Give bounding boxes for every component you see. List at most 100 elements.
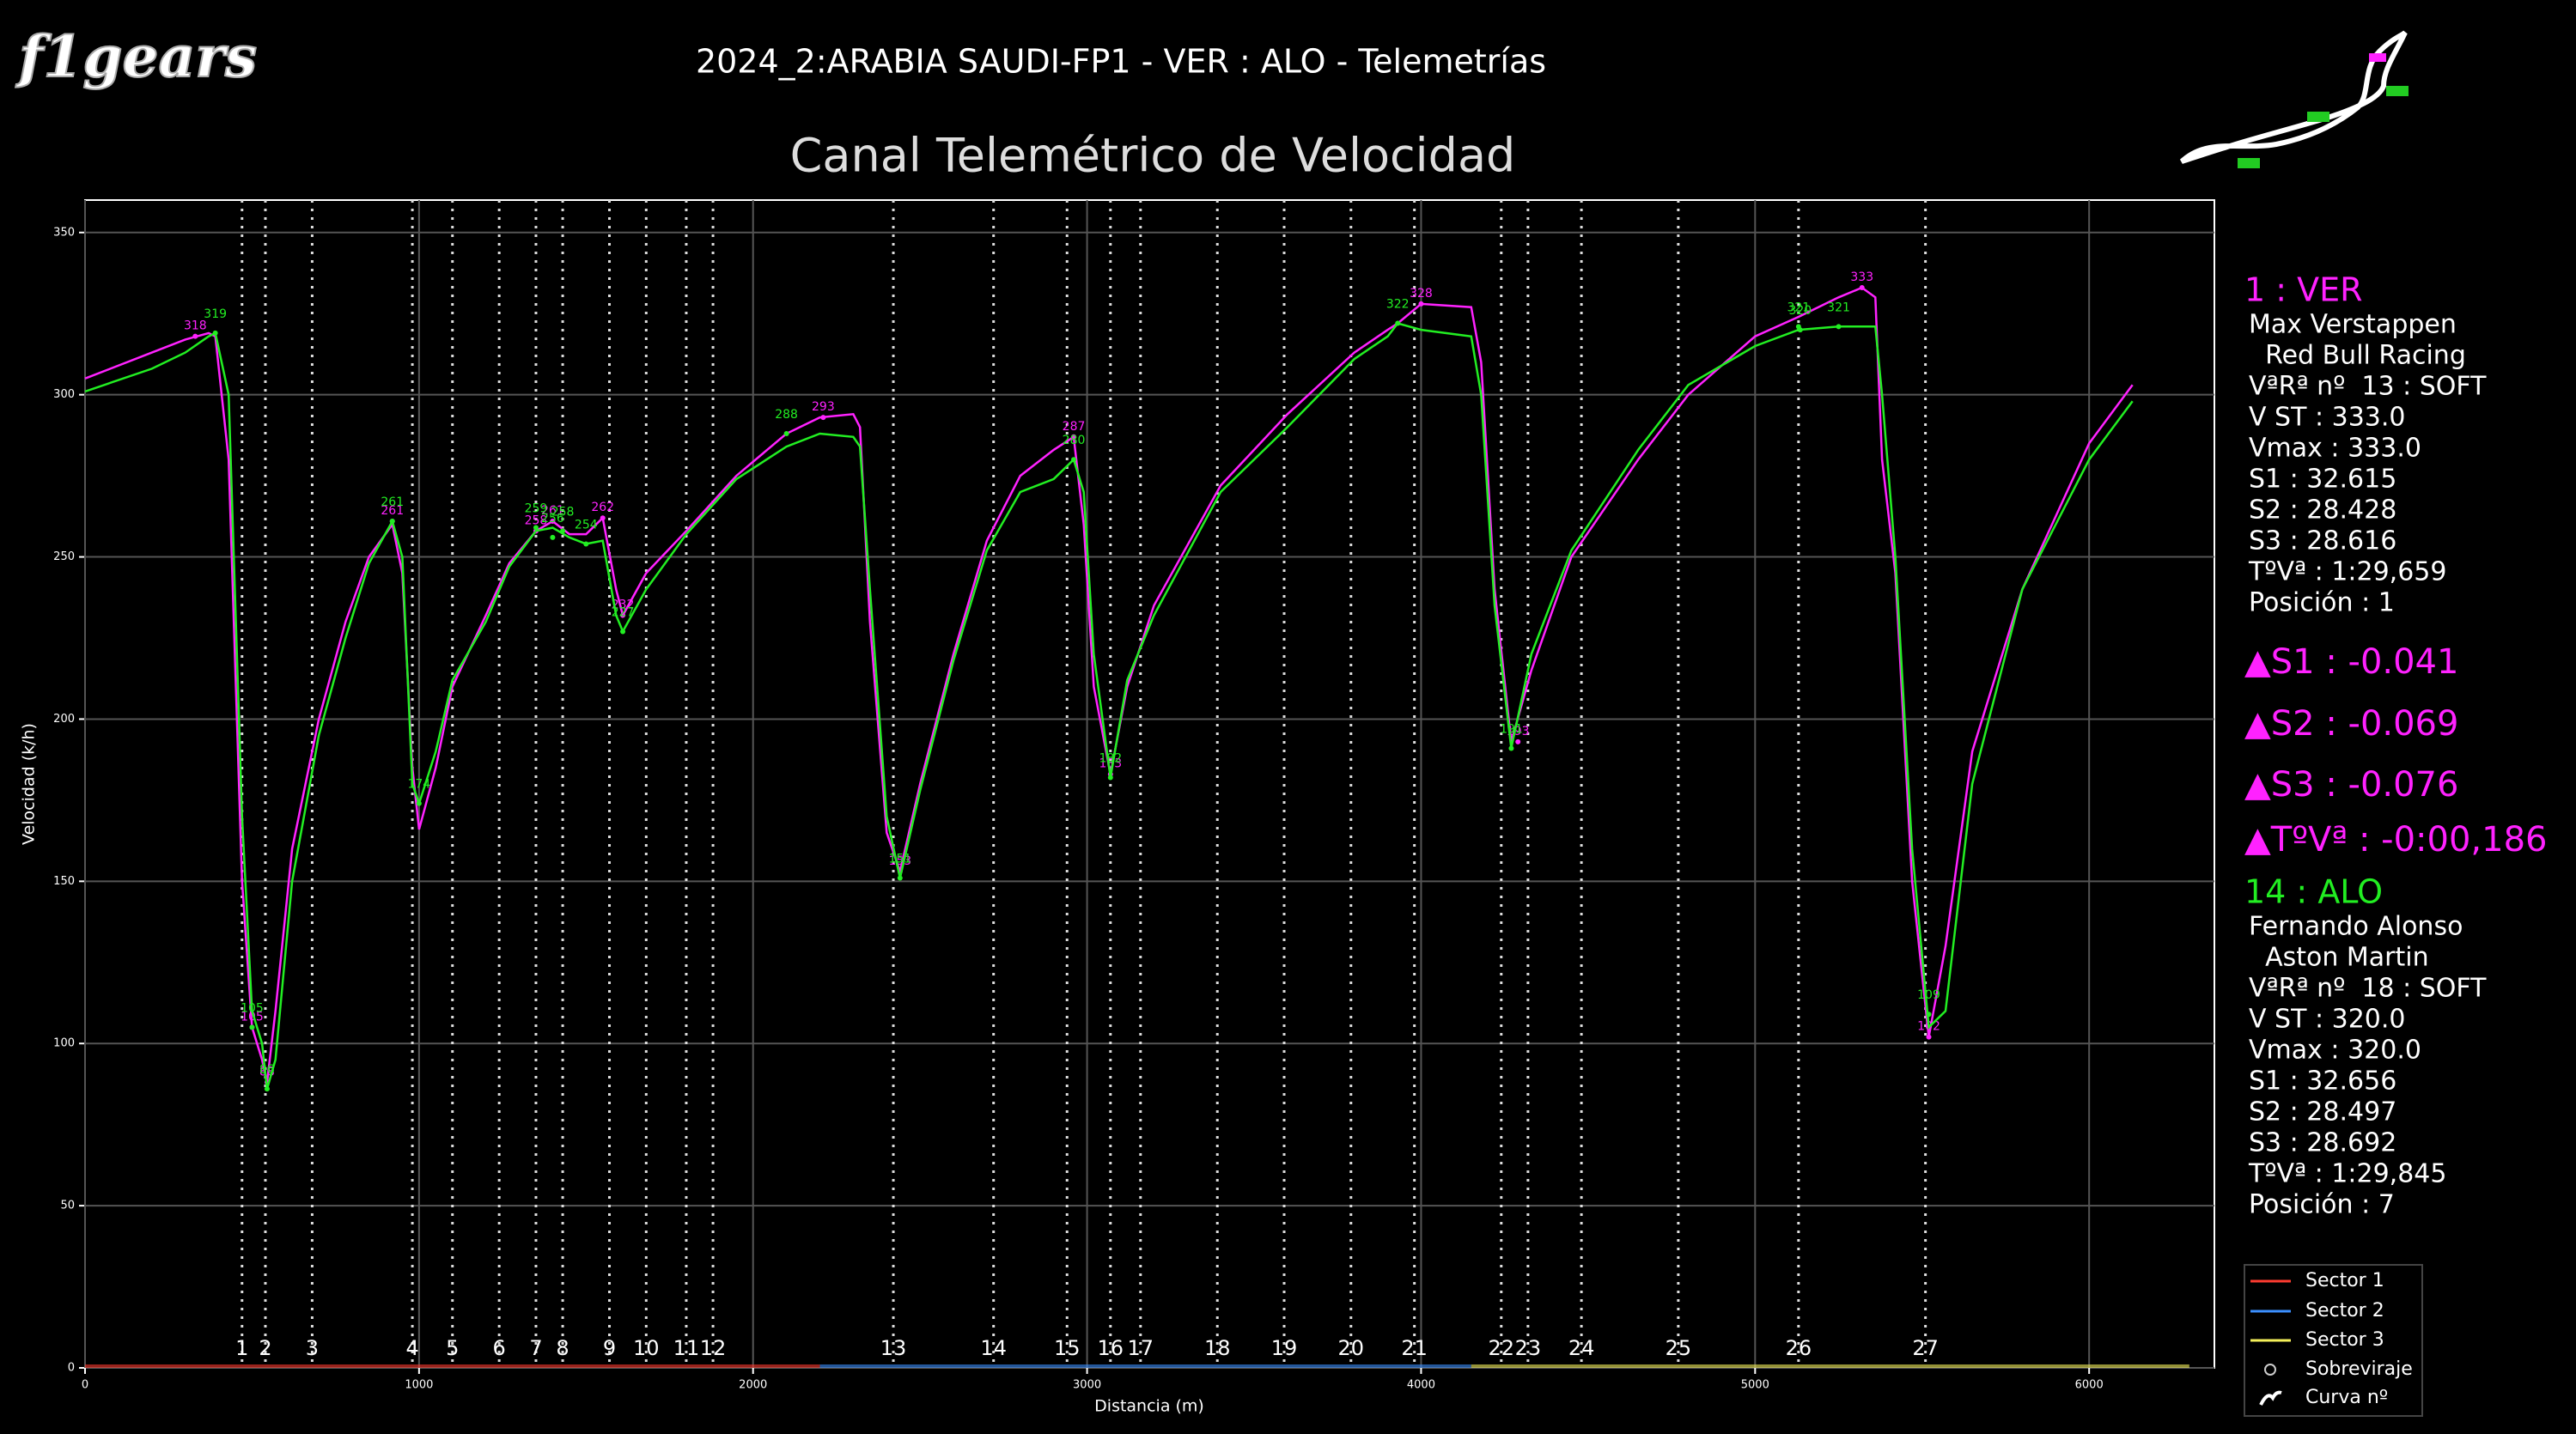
curve-label: 2 (259, 1336, 271, 1360)
annotation-dot (820, 415, 826, 421)
annotation-label: 182 (1099, 751, 1122, 765)
annotation-dot (1797, 327, 1803, 333)
curve-label: 8 (556, 1336, 569, 1360)
legend-label: Sobreviraje (2305, 1358, 2413, 1380)
delta-value: ▲S2 : -0.069 (2244, 704, 2458, 744)
y-tick-label: 300 (53, 388, 75, 401)
driver-info: S1 : 32.615 (2249, 465, 2396, 495)
legend-label: Curva nº (2305, 1387, 2388, 1408)
driver-info: S2 : 28.428 (2249, 495, 2396, 526)
annotation-label: 288 (775, 408, 798, 422)
driver-header: 14 : ALO (2244, 873, 2383, 911)
track-marker (2238, 158, 2260, 168)
annotation-label: 259 (525, 502, 548, 516)
logo: f1gears (15, 23, 257, 90)
x-tick-label: 2000 (739, 1379, 767, 1392)
driver-info: V ST : 320.0 (2249, 1005, 2406, 1035)
annotation-label: 280 (1063, 434, 1086, 447)
driver-header: 1 : VER (2244, 271, 2363, 309)
curve-label: 4 (405, 1336, 418, 1360)
delta-value: ▲S3 : -0.076 (2244, 765, 2458, 805)
curve-label: 18 (1204, 1336, 1231, 1360)
x-tick-label: 3000 (1073, 1379, 1101, 1392)
curve-label: 15 (1054, 1336, 1081, 1360)
curve-label: 10 (633, 1336, 660, 1360)
driver-info: S2 : 28.497 (2249, 1097, 2396, 1127)
driver-info: S1 : 32.656 (2249, 1066, 2396, 1097)
annotation-label: 320 (1788, 304, 1812, 318)
annotation-dot (1071, 434, 1077, 440)
annotation-label: 261 (541, 504, 564, 518)
track-marker (2386, 86, 2409, 96)
annotation-label: 262 (591, 501, 614, 514)
annotation-dot (1071, 457, 1077, 463)
curve-label: 1 (235, 1336, 248, 1360)
annotation-dot (1859, 285, 1865, 290)
driver-info: S3 : 28.616 (2249, 526, 2396, 556)
annotation-label: 86 (259, 1063, 275, 1077)
annotation-label: 319 (204, 307, 227, 321)
annotation-dot (249, 1024, 255, 1030)
annotation-dot (550, 534, 556, 540)
track-marker (2369, 53, 2386, 62)
y-tick-label: 250 (53, 550, 75, 563)
legend-box (2244, 1264, 2423, 1417)
curve-label: 21 (1401, 1336, 1428, 1360)
annotation-label: 254 (575, 518, 598, 532)
annotation-dot (212, 330, 218, 336)
annotation-dot (416, 800, 422, 806)
annotation-label: 174 (407, 778, 430, 792)
annotation-label: 321 (1787, 301, 1810, 314)
track-marker (2307, 112, 2329, 122)
driver-info: Posición : 1 (2249, 588, 2395, 618)
annotation-dot (264, 1086, 270, 1092)
curve-label: 14 (980, 1336, 1007, 1360)
y-tick-label: 100 (53, 1037, 75, 1050)
curve-label: 17 (1128, 1336, 1154, 1360)
annotation-dot (1107, 775, 1113, 781)
annotation-label: 183 (1099, 757, 1122, 771)
track-map (2179, 30, 2409, 168)
driver-info: VªRª nº 18 : SOFT (2249, 974, 2487, 1004)
annotation-dot (389, 519, 395, 524)
annotation-dot (550, 519, 556, 524)
annotation-label: 328 (1410, 287, 1433, 301)
driver-info: Posición : 7 (2249, 1190, 2395, 1220)
annotation-dot (1515, 738, 1521, 744)
annotation-label: 105 (241, 1001, 264, 1015)
annotation-label: 261 (381, 504, 404, 518)
curve-label: 13 (880, 1336, 907, 1360)
driver-info: Red Bull Racing (2249, 341, 2466, 371)
annotation-label: 293 (812, 400, 835, 414)
curve-label: 6 (493, 1336, 506, 1360)
y-tick-label: 350 (53, 226, 75, 239)
y-tick-label: 50 (60, 1200, 75, 1212)
track-outline (2179, 30, 2408, 164)
curve-label: 7 (529, 1336, 542, 1360)
annotation-label: 109 (1917, 988, 1940, 1002)
x-tick-label: 5000 (1741, 1379, 1769, 1392)
annotation-label: 321 (1827, 301, 1850, 314)
annotation-label: 318 (184, 319, 207, 333)
driver-info: Vmax : 320.0 (2249, 1036, 2421, 1066)
annotation-dot (1836, 324, 1842, 330)
x-axis-label: Distancia (m) (1094, 1397, 1204, 1416)
driver-info: TºVª : 1:29,659 (2248, 557, 2446, 587)
legend-label: Sector 3 (2305, 1329, 2384, 1351)
annotation-label: 191 (1500, 722, 1523, 736)
curve-label: 24 (1568, 1336, 1595, 1360)
annotation-label: 261 (381, 495, 404, 509)
driver-info: VªRª nº 13 : SOFT (2249, 372, 2487, 402)
driver-info: Aston Martin (2249, 943, 2429, 973)
annotation-dot (600, 515, 606, 521)
annotation-dot (620, 612, 626, 618)
delta-value: ▲TºVª : -0:00,186 (2244, 820, 2547, 860)
annotation-label: 287 (1063, 420, 1086, 434)
annotation-label: 322 (1386, 298, 1410, 312)
annotation-dot (1418, 301, 1424, 307)
curve-label: 25 (1666, 1336, 1692, 1360)
x-tick-label: 6000 (2075, 1379, 2104, 1392)
annotation-label: 193 (1507, 725, 1530, 738)
